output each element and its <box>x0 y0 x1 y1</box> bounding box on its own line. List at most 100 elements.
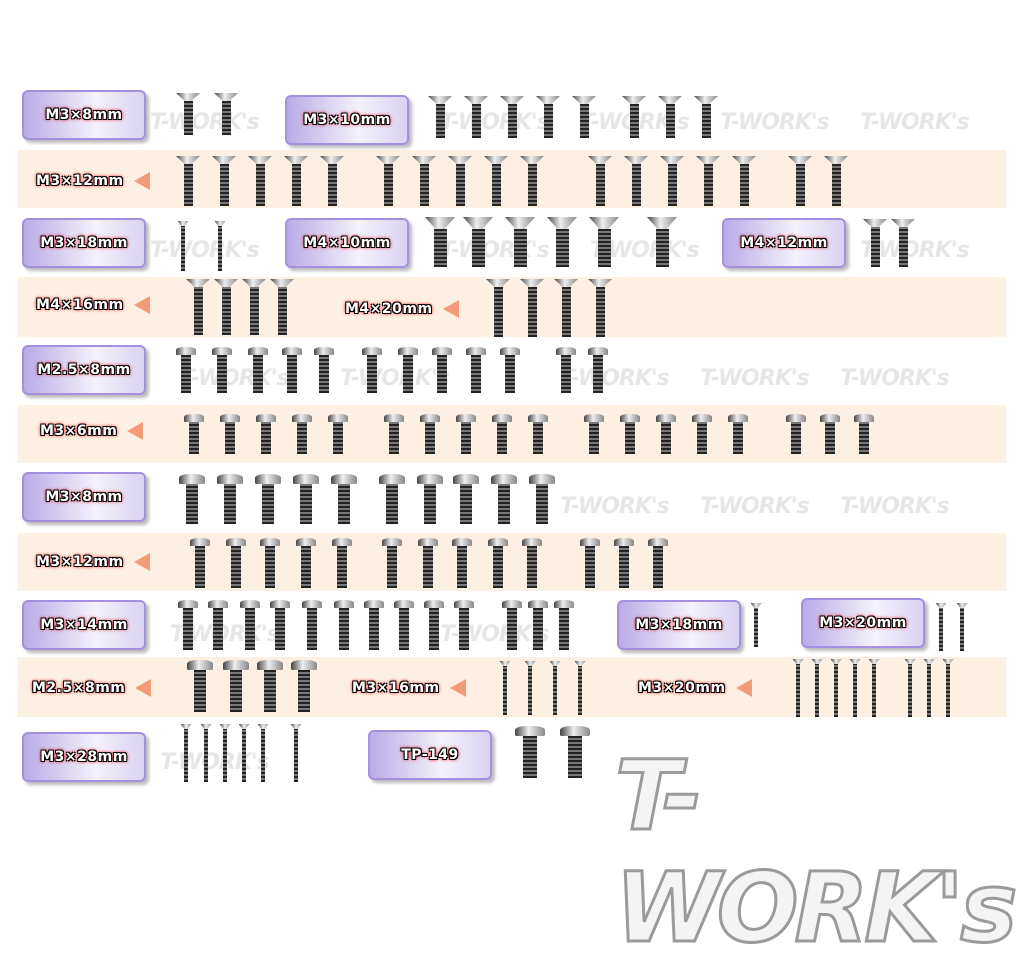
screw-image <box>499 661 511 715</box>
screw-image <box>520 156 544 206</box>
screw-image <box>332 538 352 588</box>
size-label: M3×8mm <box>45 489 123 505</box>
screw-image <box>830 659 842 717</box>
size-label-arrow: M3×12mm <box>36 172 150 190</box>
screw-image <box>500 96 524 138</box>
screw-image <box>214 93 238 135</box>
screw-image <box>466 347 486 393</box>
screw-image <box>574 661 586 715</box>
screw-image <box>750 603 762 647</box>
screw-image <box>811 659 823 717</box>
screw-image <box>554 279 578 337</box>
size-label-box: M4×12mm <box>722 218 846 268</box>
screw-image <box>176 347 196 393</box>
size-label-arrow: M4×16mm <box>36 296 150 314</box>
screw-image <box>176 93 200 135</box>
screw-image <box>270 279 294 335</box>
screw-image <box>242 279 266 335</box>
screw-image <box>863 219 887 267</box>
screw-image <box>891 219 915 267</box>
screw-image <box>420 414 440 454</box>
size-label: M3×20mm <box>638 680 726 696</box>
size-label-box: M3×18mm <box>22 218 146 268</box>
screw-image <box>296 538 316 588</box>
watermark: T-WORK's <box>440 110 550 135</box>
screw-image <box>648 538 668 588</box>
screw-image <box>556 347 576 393</box>
screw-image <box>464 96 488 138</box>
watermark: T-WORK's <box>150 238 260 263</box>
screw-image <box>486 279 510 337</box>
screw-image <box>448 156 472 206</box>
screw-image <box>200 724 212 782</box>
screw-image <box>792 659 804 717</box>
screw-image <box>217 474 243 524</box>
screw-image <box>364 600 384 650</box>
watermark: T-WORK's <box>340 366 450 391</box>
size-label-arrow: M3×6mm <box>40 422 144 440</box>
screw-image <box>314 347 334 393</box>
screw-image <box>417 474 443 524</box>
size-label: M4×16mm <box>36 297 124 313</box>
screw-image <box>820 414 840 454</box>
screw-image <box>656 414 676 454</box>
size-label-box: M3×28mm <box>22 732 146 782</box>
screw-image <box>692 414 712 454</box>
screw-image <box>904 659 916 717</box>
size-label: M3×20mm <box>819 615 907 631</box>
screw-image <box>660 156 684 206</box>
screw-image <box>257 724 269 782</box>
screw-image <box>620 414 640 454</box>
screw-image <box>453 474 479 524</box>
screw-image <box>624 156 648 206</box>
screw-image <box>177 221 189 271</box>
screw-image <box>529 474 555 524</box>
size-label-arrow: M3×16mm <box>352 679 466 697</box>
screw-image <box>178 600 198 650</box>
watermark: T-WORK's <box>160 750 270 775</box>
size-label-arrow: M2.5×8mm <box>32 679 152 697</box>
screw-image <box>549 661 561 715</box>
screw-image <box>184 414 204 454</box>
screw-image <box>560 726 590 778</box>
screw-image <box>248 347 268 393</box>
size-label: M4×10mm <box>303 235 391 251</box>
size-label: M3×16mm <box>352 680 440 696</box>
screw-image <box>554 600 574 650</box>
arrow-left-icon <box>449 679 466 697</box>
screw-image <box>384 414 404 454</box>
size-label-box: M3×20mm <box>801 598 925 648</box>
arrow-left-icon <box>127 422 144 440</box>
screw-image <box>260 538 280 588</box>
screw-image <box>180 724 192 782</box>
screw-image <box>491 474 517 524</box>
screw-image <box>208 600 228 650</box>
screw-image <box>505 217 535 267</box>
screw-image <box>214 279 238 335</box>
screw-image <box>219 724 231 782</box>
screw-image <box>452 538 472 588</box>
screw-image <box>425 217 455 267</box>
size-label: M4×12mm <box>740 235 828 251</box>
screw-image <box>190 538 210 588</box>
size-label-box: M3×10mm <box>285 95 409 145</box>
screw-image <box>732 156 756 206</box>
size-label-arrow: M3×12mm <box>36 553 150 571</box>
watermark: T-WORK's <box>860 110 970 135</box>
screw-image <box>696 156 720 206</box>
screw-image <box>290 724 302 782</box>
screw-image <box>328 414 348 454</box>
size-label: M3×28mm <box>40 749 128 765</box>
size-label-box: M2.5×8mm <box>22 345 146 395</box>
screw-image <box>292 414 312 454</box>
screw-image <box>488 538 508 588</box>
screw-image <box>320 156 344 206</box>
watermark: T-WORK's <box>560 366 670 391</box>
screw-image <box>502 600 522 650</box>
size-label: TP-149 <box>401 747 459 763</box>
screw-image <box>212 156 236 206</box>
screw-image <box>248 156 272 206</box>
screw-image <box>187 660 213 712</box>
size-label-box: M4×10mm <box>285 218 409 268</box>
watermark: T-WORK's <box>840 494 950 519</box>
